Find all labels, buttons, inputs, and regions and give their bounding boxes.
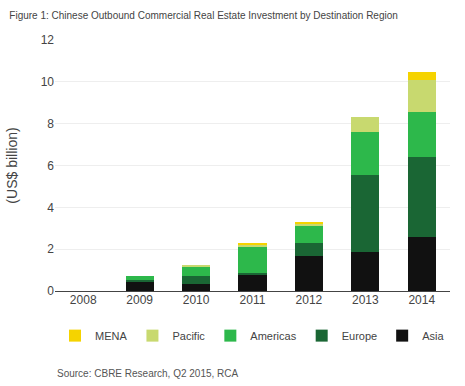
svg-text:6: 6 <box>47 159 54 173</box>
svg-text:2: 2 <box>47 242 54 256</box>
svg-text:2010: 2010 <box>183 293 210 307</box>
svg-text:Source: CBRE Research, Q2 2015: Source: CBRE Research, Q2 2015, RCA <box>57 368 239 379</box>
svg-text:(US$ billion): (US$ billion) <box>4 127 20 203</box>
svg-text:2012: 2012 <box>296 293 323 307</box>
svg-text:Asia: Asia <box>422 330 444 342</box>
svg-text:Pacific: Pacific <box>172 330 205 342</box>
svg-text:Americas: Americas <box>250 330 296 342</box>
svg-text:2014: 2014 <box>408 293 435 307</box>
svg-text:2011: 2011 <box>240 293 266 307</box>
svg-text:MENA: MENA <box>95 330 127 342</box>
svg-text:8: 8 <box>47 117 54 131</box>
svg-text:10: 10 <box>41 75 55 89</box>
svg-text:Figure 1: Chinese Outbound Com: Figure 1: Chinese Outbound Commercial Re… <box>9 10 398 21</box>
svg-text:4: 4 <box>47 201 54 215</box>
svg-text:Europe: Europe <box>342 330 377 342</box>
svg-text:0: 0 <box>47 284 54 298</box>
svg-text:12: 12 <box>41 33 55 47</box>
svg-text:2009: 2009 <box>126 293 153 307</box>
svg-text:2008: 2008 <box>70 293 97 307</box>
svg-text:2013: 2013 <box>352 293 379 307</box>
